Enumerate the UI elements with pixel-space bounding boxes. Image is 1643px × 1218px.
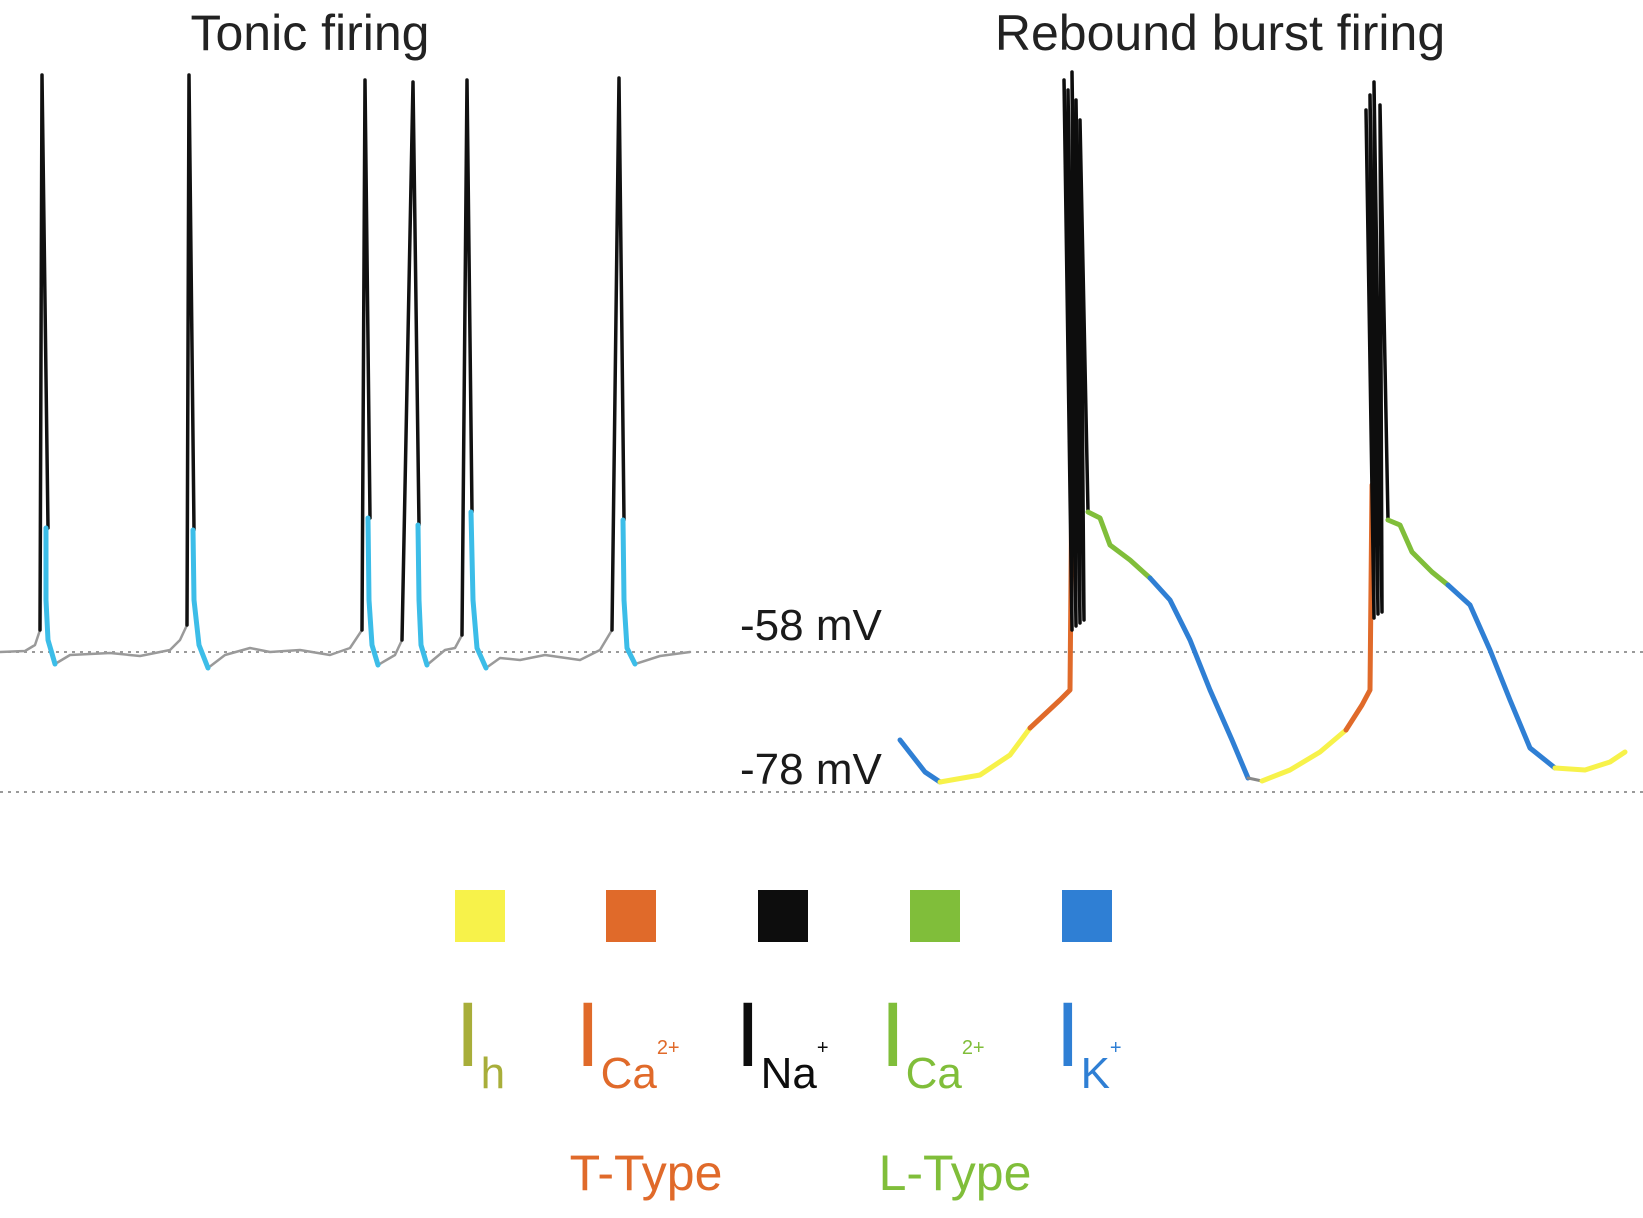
rebound-cycle-2-t-type-ca	[1343, 482, 1375, 733]
legend-swatch-t-type-ca	[606, 890, 656, 942]
rebound-cycle-1-k	[1147, 575, 1251, 781]
rebound-cycle-1-ih	[937, 725, 1033, 785]
rebound-cycle-2-l-type-ca	[1385, 517, 1451, 588]
tonic-baseline	[0, 623, 692, 670]
tonic-spike-4-na	[400, 80, 421, 642]
legend-label-ih: Ih	[455, 984, 505, 1098]
rebound-cycle-1-k-start	[897, 737, 943, 785]
tonic-spike-6-k	[620, 517, 638, 667]
tonic-spike-2-na	[185, 73, 196, 627]
rebound-cycle-1-na-burst	[1062, 70, 1090, 632]
upper-voltage-label: -58 mV	[740, 601, 882, 650]
rebound-trace	[897, 70, 1628, 785]
rebound-cycle-2-na-burst	[1364, 80, 1390, 620]
tonic-spike-5-na	[460, 78, 474, 637]
tonic-spike-1-k	[43, 525, 58, 667]
lower-voltage-label: -78 mV	[740, 745, 882, 794]
tonic-spike-1-na	[38, 73, 50, 632]
tonic-trace	[0, 73, 692, 671]
legend-label-t-type-ca: ICa2+	[575, 984, 680, 1098]
rebound-cycle-2-k	[1445, 582, 1558, 771]
legend-label-k: IK+	[1055, 984, 1122, 1098]
tonic-spike-5-k	[468, 509, 489, 671]
legend-label-l-type-ca: ICa2+	[880, 984, 985, 1098]
legend-swatch-l-type-ca	[910, 890, 960, 942]
rebound-burst-title: Rebound burst firing	[995, 5, 1445, 61]
tonic-spike-2-k	[190, 527, 211, 671]
tonic-spike-3-k	[365, 515, 381, 668]
legend-swatch-na	[758, 890, 808, 942]
t-type-label: T-Type	[570, 1145, 723, 1201]
rebound-cycle-1-t-type-ca	[1027, 467, 1075, 731]
rebound-cycle-2-ih-end	[1552, 749, 1628, 773]
legend-label-na: INa+	[735, 984, 829, 1098]
tonic-firing-title: Tonic firing	[191, 5, 430, 61]
rebound-cycle-2-ih	[1259, 727, 1349, 784]
l-type-label: L-Type	[879, 1145, 1032, 1201]
rebound-cycle-1-l-type-ca	[1085, 509, 1153, 581]
legend-swatch-k	[1062, 890, 1112, 942]
legend: Ih ICa2+ INa+ ICa2+ IK+ T-Type L-Type	[455, 890, 1122, 1201]
tonic-spike-4-k	[415, 522, 430, 668]
tonic-spike-3-na	[360, 78, 372, 632]
legend-swatch-ih	[455, 890, 505, 942]
tonic-spike-6-na	[610, 76, 626, 632]
